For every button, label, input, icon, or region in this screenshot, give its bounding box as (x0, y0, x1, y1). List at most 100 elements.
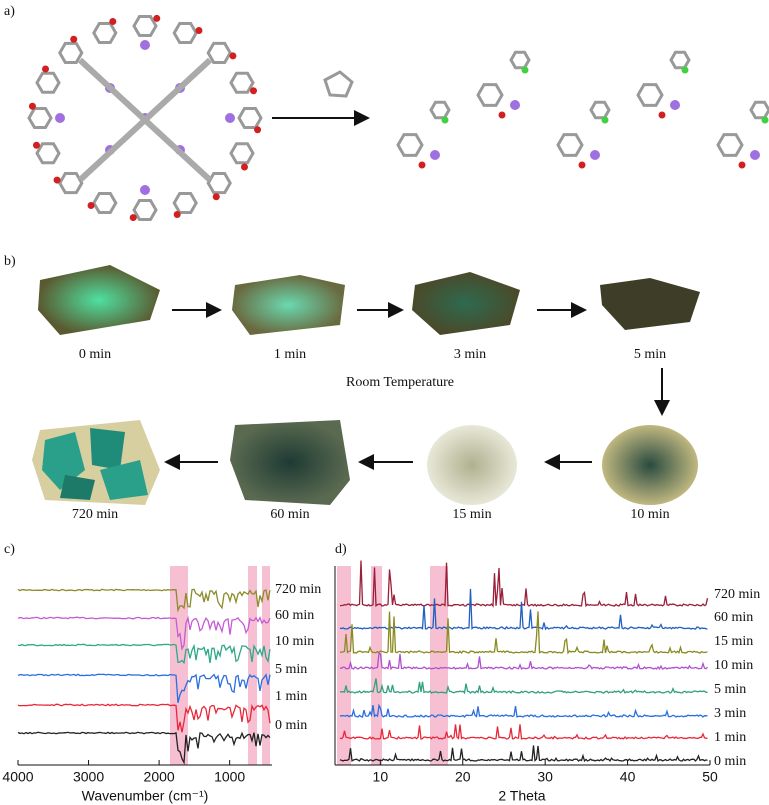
atom (53, 176, 61, 184)
step-label: 0 min (79, 347, 111, 362)
step-label: 5 min (634, 347, 666, 362)
xrd-trace (339, 652, 708, 671)
xrd-trace (339, 745, 708, 763)
atom (498, 111, 506, 119)
ring (35, 71, 61, 94)
atom (250, 87, 258, 95)
trace-label: 60 min (275, 608, 314, 623)
metal (55, 113, 65, 123)
ring (92, 22, 118, 44)
panel-label: b) (4, 254, 16, 269)
xrd-trace (339, 588, 708, 631)
condition-label: Room Temperature (346, 375, 454, 390)
panel-label: c) (4, 542, 15, 557)
atom (601, 116, 609, 124)
ir-trace (17, 673, 271, 703)
atom (761, 116, 769, 124)
spectra (17, 560, 709, 765)
ring (206, 172, 232, 195)
trace-label: 1 min (275, 689, 307, 704)
ring (27, 107, 53, 129)
ring (58, 172, 84, 195)
trace-label: 720 min (714, 587, 760, 602)
atom (87, 201, 95, 209)
trace-label: 5 min (714, 682, 746, 697)
metal (590, 150, 600, 160)
atom (738, 161, 746, 169)
atom (441, 116, 449, 124)
xrd-trace (339, 703, 708, 718)
x-tick-label: 2000 (144, 769, 175, 785)
ring (132, 15, 158, 37)
atom (32, 141, 40, 149)
x-tick-label: 3000 (73, 769, 104, 785)
ir-trace (17, 615, 271, 651)
atom (173, 210, 181, 218)
x-tick-label: 1000 (214, 769, 245, 785)
ring (206, 41, 232, 64)
ring (58, 41, 84, 64)
panel-label: d) (335, 542, 347, 557)
highlight-bands (170, 566, 448, 765)
ring (172, 192, 198, 214)
trace-label: 1 min (714, 730, 746, 745)
ring (556, 133, 584, 157)
x-tick-label: 30 (537, 769, 553, 785)
xrd-trace (339, 724, 708, 740)
x-tick-label: 4000 (2, 769, 33, 785)
metal (140, 185, 150, 195)
metal (140, 40, 150, 50)
atom (42, 65, 50, 73)
metal (510, 100, 520, 110)
x-tick-label: 10 (373, 769, 389, 785)
x-tick-label: 40 (620, 769, 636, 785)
step-label: 15 min (452, 507, 491, 522)
process-arrows (164, 302, 670, 470)
trace-label: 60 min (714, 610, 753, 625)
trace-label: 15 min (714, 634, 753, 649)
ring (237, 107, 263, 129)
atom (521, 66, 529, 74)
x-tick-label: 20 (455, 769, 471, 785)
ring (229, 71, 255, 94)
ir-trace (18, 643, 271, 665)
step-label: 60 min (270, 507, 309, 522)
ring (476, 83, 504, 107)
atom (578, 161, 586, 169)
xrd-trace (339, 611, 708, 655)
step-label: 3 min (454, 347, 486, 362)
trace-label: 3 min (714, 706, 746, 721)
x-axis-label: Wavenumber (cm⁻¹) (82, 788, 209, 804)
ring (636, 83, 664, 107)
atom (658, 111, 666, 119)
ring (589, 100, 611, 120)
crystal-photos (32, 265, 700, 505)
metal (430, 150, 440, 160)
trace-label: 0 min (275, 718, 307, 733)
metal (750, 150, 760, 160)
imidazole (323, 70, 354, 98)
xrd-trace (339, 560, 709, 608)
trace-label: 0 min (714, 754, 746, 769)
linker (77, 57, 213, 183)
molecular-structures (27, 14, 769, 222)
ring (132, 199, 158, 221)
ring (229, 142, 255, 165)
ring (92, 192, 118, 214)
x-axis-label: 2 Theta (498, 788, 545, 804)
atom (681, 66, 689, 74)
step-label: 720 min (72, 507, 118, 522)
ir-trace (17, 703, 271, 733)
ring (716, 133, 744, 157)
trace-label: 5 min (275, 662, 307, 677)
atom (240, 163, 248, 171)
atom (418, 161, 426, 169)
step-label: 1 min (274, 347, 306, 362)
atom (153, 14, 161, 22)
atom (254, 126, 262, 134)
x-tick-label: 50 (702, 769, 718, 785)
atom (195, 27, 203, 35)
atom (109, 18, 117, 26)
ir-trace (17, 588, 271, 613)
